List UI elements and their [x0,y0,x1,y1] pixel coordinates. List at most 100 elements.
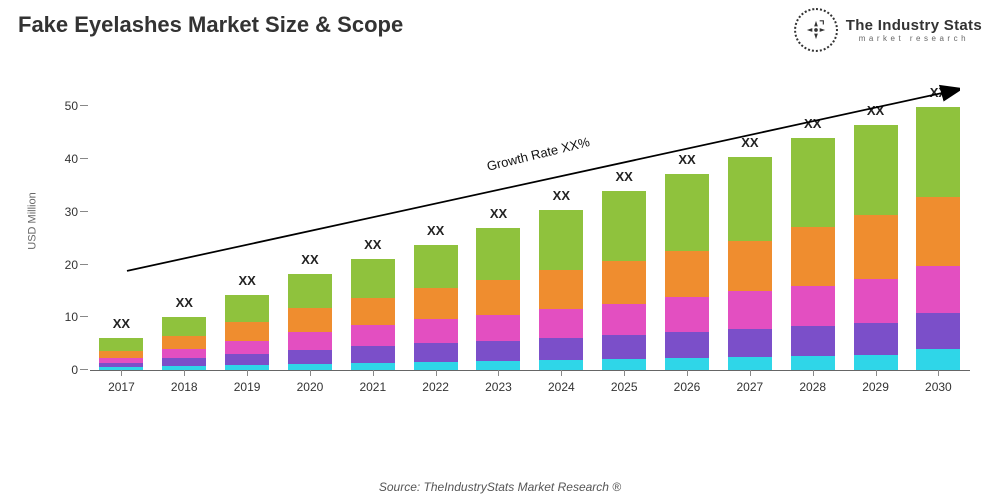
y-tick [80,264,88,265]
bar-segment [414,343,458,361]
x-tick-label: 2029 [853,380,898,394]
bar-segment [162,358,206,365]
bar-segment [916,266,960,313]
bar-segment [225,354,269,365]
bar-segment [351,298,395,325]
bar-group: XX2019 [225,295,270,370]
y-tick [80,158,88,159]
x-tick-label: 2017 [99,380,144,394]
bar-segment [916,197,960,266]
bar-segment [225,295,269,321]
bar-segment [539,360,583,370]
bar-stack [791,138,835,370]
x-tick-label: 2022 [413,380,458,394]
bars-row: XX2017XX2018XX2019XX2020XX2021XX2022XX20… [90,80,970,370]
x-tick [121,370,122,376]
x-tick-label: 2018 [162,380,207,394]
y-tick-label: 0 [58,363,78,377]
bar-segment [162,317,206,336]
x-tick [876,370,877,376]
bar-group: XX2030 [916,107,961,370]
bar-value-label: XX [350,237,395,252]
y-tick [80,105,88,106]
brand-logo: The Industry Stats market research [794,8,982,52]
bar-segment [602,335,646,359]
bar-value-label: XX [665,152,710,167]
bar-stack [351,259,395,370]
x-tick [310,370,311,376]
bar-segment [916,107,960,197]
bar-segment [602,359,646,370]
bar-segment [665,332,709,358]
bar-segment [791,326,835,357]
y-tick-label: 40 [58,152,78,166]
chart-container: Fake Eyelashes Market Size & Scope The I… [0,0,1000,500]
bar-stack [916,107,960,370]
x-tick-label: 2024 [539,380,584,394]
bar-segment [414,288,458,319]
x-tick [750,370,751,376]
bar-segment [791,227,835,286]
bar-value-label: XX [790,116,835,131]
bar-value-label: XX [287,252,332,267]
bar-segment [288,332,332,350]
bar-segment [351,259,395,298]
y-axis-label: USD Million [27,192,39,249]
y-tick-label: 50 [58,99,78,113]
y-tick [80,316,88,317]
bar-value-label: XX [225,273,270,288]
bar-value-label: XX [413,223,458,238]
bar-group: XX2020 [287,274,332,370]
bar-segment [99,351,143,358]
bar-value-label: XX [539,188,584,203]
bar-group: XX2028 [790,138,835,370]
bar-value-label: XX [162,295,207,310]
bar-segment [351,363,395,370]
compass-icon [794,8,838,52]
bar-segment [854,323,898,356]
x-tick [373,370,374,376]
bar-segment [854,355,898,370]
bar-segment [225,341,269,355]
bar-value-label: XX [727,135,772,150]
bar-group: XX2026 [665,174,710,370]
bar-segment [476,228,520,280]
bar-segment [288,274,332,308]
bar-stack [602,191,646,370]
plot-region: XX2017XX2018XX2019XX2020XX2021XX2022XX20… [90,80,970,371]
bar-group: XX2021 [350,259,395,370]
bar-stack [288,274,332,370]
bar-group: XX2027 [727,157,772,370]
x-tick-label: 2021 [350,380,395,394]
bar-segment [476,280,520,315]
x-tick-label: 2028 [790,380,835,394]
x-tick [247,370,248,376]
source-footnote: Source: TheIndustryStats Market Research… [0,480,1000,494]
bar-value-label: XX [916,85,961,100]
x-tick-label: 2019 [225,380,270,394]
bar-stack [476,228,520,370]
bar-segment [351,346,395,362]
bar-segment [414,245,458,288]
bar-group: XX2024 [539,210,584,370]
bar-segment [288,350,332,364]
bar-segment [539,210,583,270]
x-tick [813,370,814,376]
bar-segment [728,357,772,370]
bar-segment [288,308,332,332]
bar-segment [665,251,709,297]
bar-segment [854,215,898,279]
bar-group: XX2029 [853,125,898,370]
bar-value-label: XX [476,206,521,221]
bar-segment [728,157,772,241]
x-tick-label: 2020 [287,380,332,394]
bar-segment [665,358,709,370]
bar-segment [665,174,709,251]
x-tick [624,370,625,376]
x-tick-label: 2026 [665,380,710,394]
y-tick-label: 30 [58,205,78,219]
bar-segment [665,297,709,332]
bar-segment [791,286,835,326]
x-tick-label: 2025 [602,380,647,394]
x-tick [938,370,939,376]
